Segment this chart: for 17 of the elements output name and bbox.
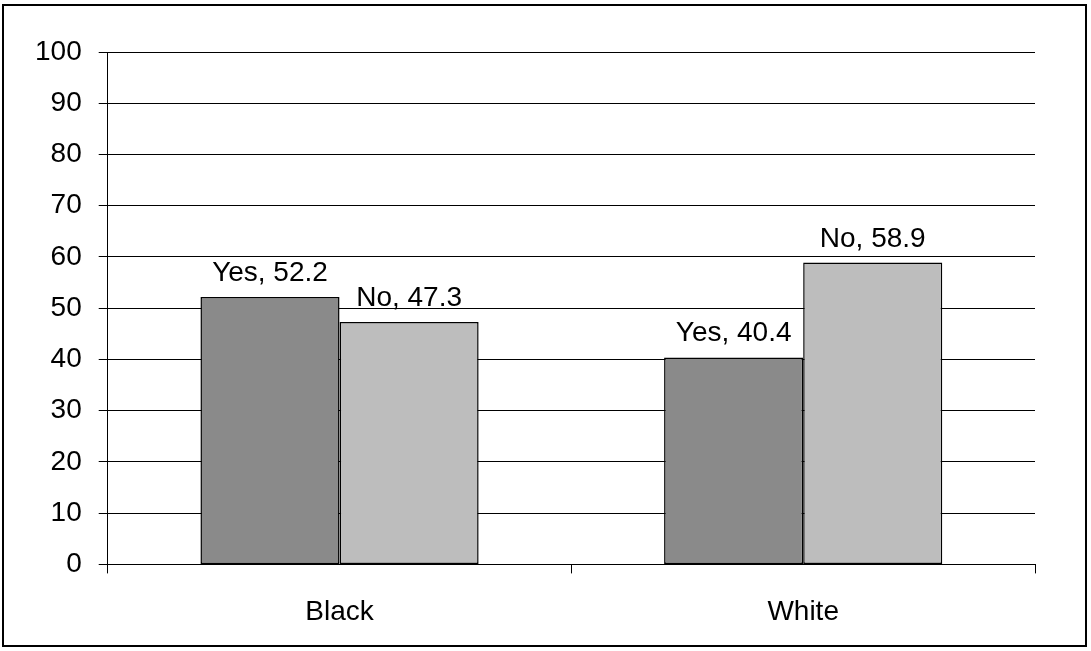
y-tick-label: 50 (50, 290, 82, 322)
y-tick-label: 20 (50, 444, 82, 476)
y-tick-label: 60 (50, 239, 82, 271)
y-tick-label: 90 (50, 85, 82, 117)
data-label: Yes, 52.2 (212, 255, 328, 287)
y-tick-label: 40 (50, 342, 82, 374)
y-tick-label: 80 (50, 137, 82, 169)
y-tick-label: 30 (50, 393, 82, 425)
y-tick-label: 100 (35, 34, 82, 66)
y-tick-label: 0 (66, 547, 82, 579)
data-label: No, 47.3 (356, 281, 463, 313)
x-tick-label: White (767, 594, 839, 626)
data-label: No, 58.9 (819, 221, 926, 253)
y-tick-label: 10 (50, 495, 82, 527)
y-tick-label: 70 (50, 188, 82, 220)
data-label: Yes, 40.4 (675, 316, 792, 348)
x-tick-label: Black (305, 594, 375, 626)
